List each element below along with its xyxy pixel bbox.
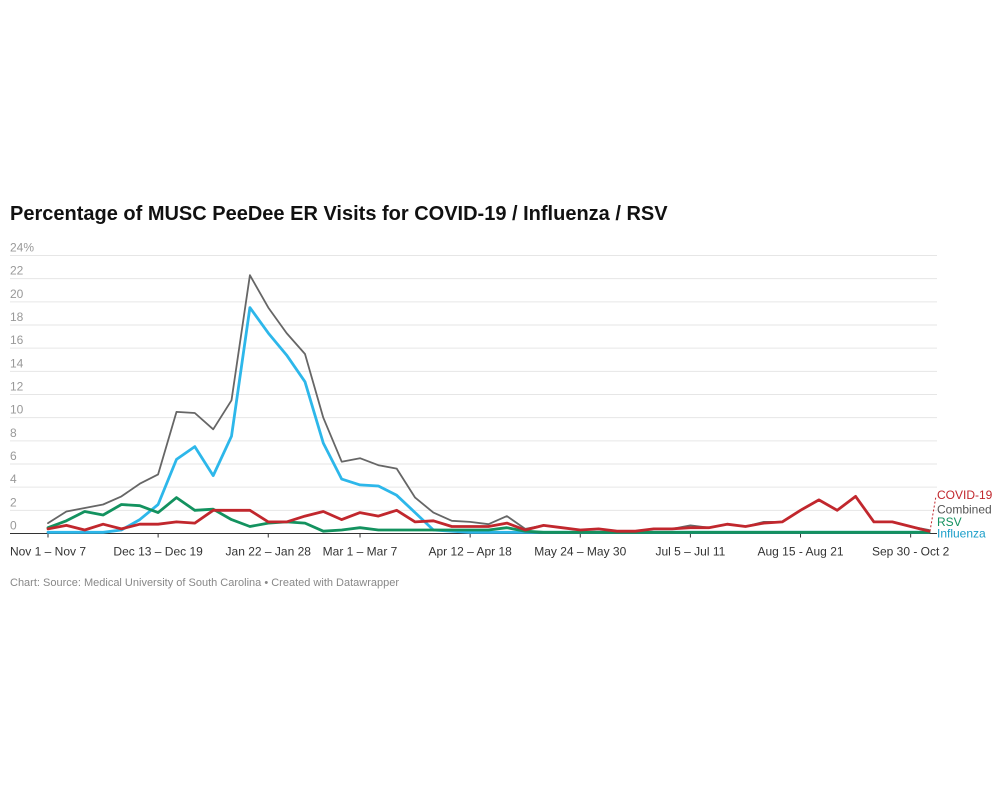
influenza-series-label: Influenza xyxy=(937,527,986,541)
x-tick-label: Jul 5 – Jul 11 xyxy=(655,545,725,559)
x-tick-label: May 24 – May 30 xyxy=(534,545,626,559)
chart-footer: Chart: Source: Medical University of Sou… xyxy=(10,577,400,589)
x-tick-label: Apr 12 – Apr 18 xyxy=(428,545,512,559)
x-tick-label: Nov 1 – Nov 7 xyxy=(10,545,86,559)
x-tick-label: Dec 13 – Dec 19 xyxy=(113,545,203,559)
y-tick-label: 10 xyxy=(10,403,24,417)
y-tick-label: 16 xyxy=(10,333,24,347)
y-tick-label: 2 xyxy=(10,495,17,509)
x-axis-ticks: Nov 1 – Nov 7 Dec 13 – Dec 19 Jan 22 – Jan… xyxy=(10,533,950,559)
combined-series-label: Combined xyxy=(937,503,992,517)
y-tick-label: 4 xyxy=(10,472,17,486)
covid-label-leader xyxy=(929,495,937,532)
y-tick-label: 6 xyxy=(10,449,17,463)
y-tick-label: 0 xyxy=(10,519,17,533)
grid-lines xyxy=(10,255,937,534)
y-tick-label: 22 xyxy=(10,264,24,278)
covid-series-line xyxy=(46,494,931,533)
combined-series-line xyxy=(47,274,930,533)
x-tick-label: Mar 1 – Mar 7 xyxy=(323,545,398,559)
x-tick-label: Jan 22 – Jan 28 xyxy=(226,545,312,559)
y-tick-label: 8 xyxy=(10,426,17,440)
covid-series-label: COVID-19 xyxy=(937,488,993,502)
rsv-series-line xyxy=(46,496,931,534)
rsv-series-label: RSV xyxy=(937,515,962,529)
y-tick-label: 12 xyxy=(10,380,24,394)
x-tick-label: Sep 30 - Oct 2 xyxy=(872,545,950,559)
y-tick-label: 24% xyxy=(10,241,34,255)
y-axis-ticks: 0 2 4 6 8 10 12 14 16 18 20 22 24% xyxy=(10,241,34,533)
chart-title: Percentage of MUSC PeeDee ER Visits for … xyxy=(10,203,668,225)
y-tick-label: 18 xyxy=(10,310,24,324)
y-tick-label: 20 xyxy=(10,287,24,301)
x-tick-label: Aug 15 - Aug 21 xyxy=(757,545,843,559)
y-tick-label: 14 xyxy=(10,356,24,370)
series-lines xyxy=(46,274,931,534)
